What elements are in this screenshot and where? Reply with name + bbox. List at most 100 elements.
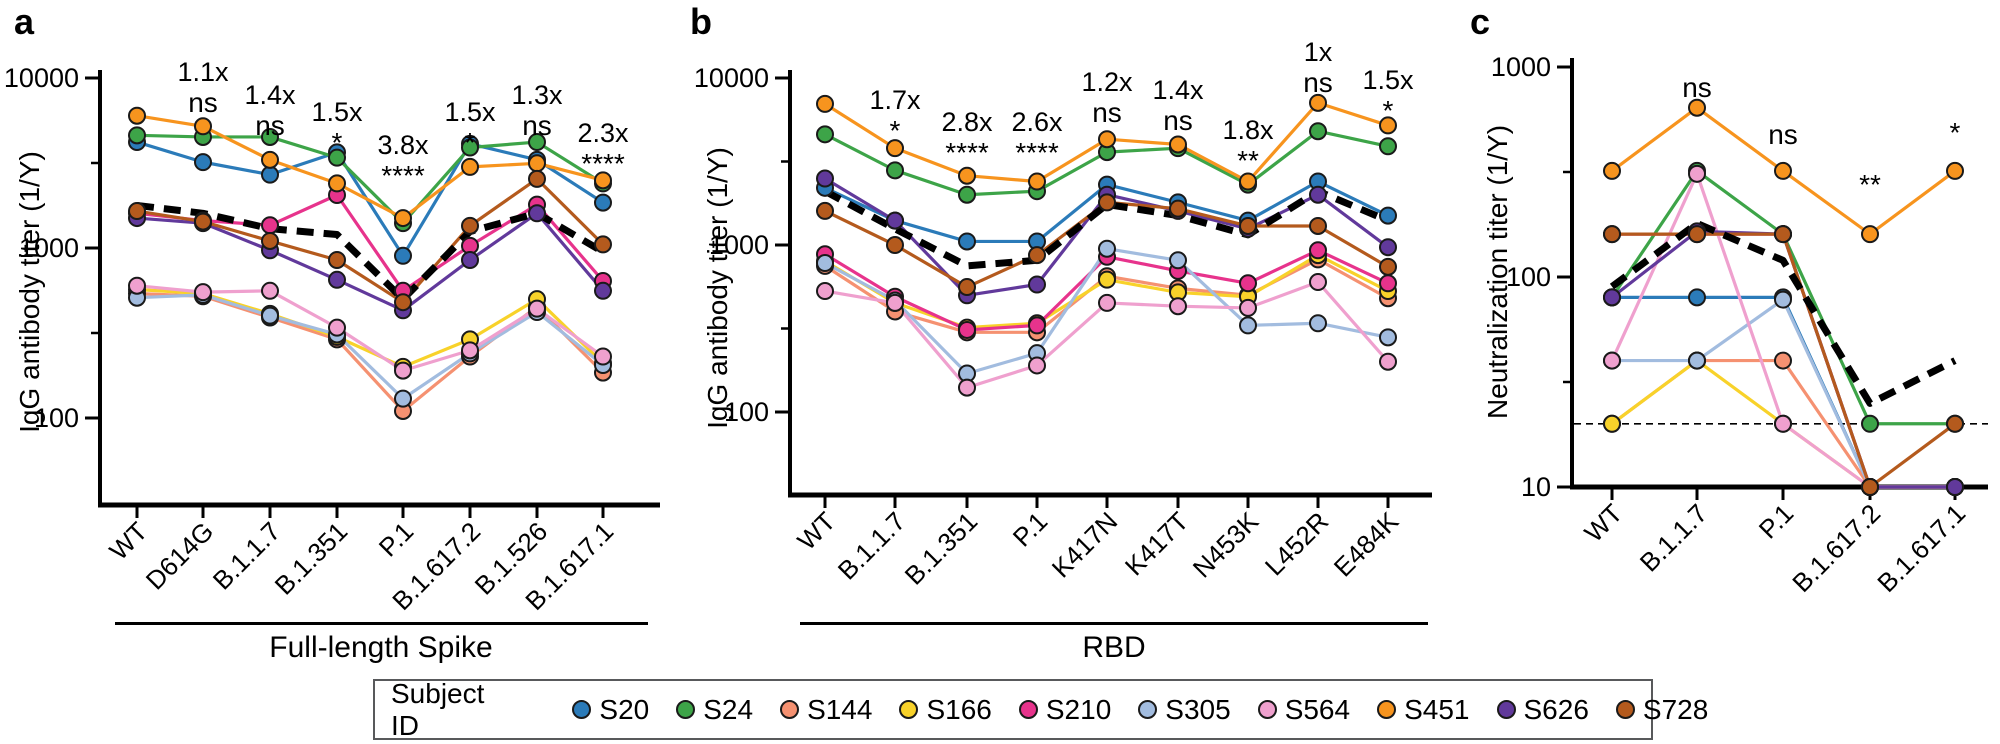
panel-b-point-S564-E484K <box>1379 352 1397 371</box>
panel-a-x-tick-label: B.1.351 <box>269 516 354 601</box>
panel-b-x-tick-label: B.1.351 <box>899 506 984 591</box>
panel-a-annotation-fold: 1.4x <box>244 80 296 110</box>
panel-b-point-S305-N453K <box>1239 316 1257 335</box>
panel-b-annotation-significance: * <box>890 115 901 146</box>
panel-b-y-tick-label: 1000 <box>709 230 769 260</box>
panel-b-annotation-significance: ns <box>1163 105 1193 136</box>
panel-a-point-S728-D614G <box>194 212 212 231</box>
panel-b-point-S305-L452R <box>1309 314 1327 333</box>
panel-a-annotation-fold: 1.5x <box>311 97 363 127</box>
panel-b-y-tick-label: 10000 <box>694 63 769 93</box>
legend-dot-S210 <box>1018 700 1038 719</box>
panel-b-annotation-fold: 2.6x <box>1011 107 1063 137</box>
panel-b-point-S451-P.1 <box>1028 172 1046 191</box>
panel-a-annotation-fold: 2.3x <box>577 118 629 148</box>
panel-b-group-underline <box>800 622 1428 625</box>
panel-a-point-S626-B.1.351 <box>328 270 346 289</box>
panel-b-point-S210-B.1.351 <box>958 320 976 339</box>
panel-c-x-tick-label: P.1 <box>1753 498 1799 544</box>
panel-a-point-S451-P.1 <box>394 209 412 228</box>
panel-c-series-line-S20 <box>1610 295 1957 489</box>
panel-a-point-S20-P.1 <box>394 246 412 265</box>
legend-item-S451: S451 <box>1377 694 1470 726</box>
panel-c-x-tick-label: B.1.617.2 <box>1786 498 1886 598</box>
panel-b-point-S451-N453K <box>1239 172 1257 191</box>
panel-a-point-S564-B.1.617.1 <box>594 347 612 366</box>
panel-a-point-S24-B.1.351 <box>328 148 346 167</box>
panel-a-series-line-S210 <box>135 193 605 293</box>
panel-a-x-tick-label: D614G <box>140 516 219 595</box>
panel-b-point-S564-P.1 <box>1028 356 1046 375</box>
panel-a-annotation-significance: **** <box>581 148 625 179</box>
panel-a-series-line-S728 <box>135 177 605 304</box>
panel-a-point-S24-B.1.526 <box>528 133 546 152</box>
panel-b-x-tick-label: B.1.1.7 <box>832 506 911 585</box>
panel-b-point-S564-L452R <box>1309 273 1327 292</box>
panel-a-point-S728-B.1.617.2 <box>461 216 479 235</box>
panel-a-group-label: Full-length Spike <box>269 631 493 664</box>
panel-a-point-S564-B.1.351 <box>328 318 346 337</box>
legend-label: S166 <box>926 693 992 725</box>
panel-a-point-S210-B.1.1.7 <box>261 216 279 235</box>
panel-b-point-S24-E484K <box>1379 137 1397 156</box>
panel-c-y-tick-label: 1000 <box>1491 52 1551 82</box>
panel-c-point-S305-P.1 <box>1774 290 1792 309</box>
panel-b-annotation-fold: 1.4x <box>1152 75 1204 105</box>
panel-b-point-S210-P.1 <box>1028 316 1046 335</box>
panel-b-letter: b <box>690 1 712 42</box>
panel-b-point-S626-P.1 <box>1028 275 1046 294</box>
panel-b-annotation-significance: * <box>1383 95 1394 126</box>
panel-c-point-S626-B.1.617.1 <box>1946 478 1964 496</box>
panel-a-annotation-fold: 1.5x <box>444 97 496 127</box>
panel-a-series-line-S20 <box>135 140 605 258</box>
panel-b-point-S728-WT <box>816 201 834 220</box>
panel-b-point-S728-K417T <box>1169 199 1187 218</box>
legend-item-S20: S20 <box>572 694 649 726</box>
panel-b-x-tick-label: E484K <box>1328 506 1405 583</box>
panel-b-point-S728-B.1.1.7 <box>886 236 904 254</box>
panel-c-y-tick-label: 100 <box>1506 262 1551 292</box>
panel-b-y-tick-label: 100 <box>724 397 769 427</box>
panel-c-point-S728-B.1.1.7 <box>1688 225 1706 244</box>
panel-b-annotation-fold: 1.8x <box>1222 115 1274 145</box>
panel-b-annotation-fold: 1.2x <box>1081 67 1133 97</box>
panel-b-point-S24-B.1.351 <box>958 185 976 204</box>
panel-c-annotation-significance: ns <box>1768 119 1798 150</box>
legend-label: S210 <box>1045 693 1112 725</box>
panel-a-point-S728-WT <box>128 202 146 221</box>
legend-label: S24 <box>703 693 754 725</box>
panel-a-series-line-S451 <box>135 114 605 220</box>
panel-b-point-S24-L452R <box>1309 122 1327 141</box>
panel-a-y-tick-label: 1000 <box>19 233 79 263</box>
panel-a-point-S626-B.1.617.2 <box>461 250 479 269</box>
panel-b-point-S626-L452R <box>1309 185 1327 204</box>
panel-b-annotation-fold: 1x <box>1304 37 1333 67</box>
panel-c-letter: c <box>1470 1 1491 42</box>
panel-a-point-S728-B.1.617.1 <box>594 235 612 254</box>
panel-a-annotation-fold: 1.1x <box>177 57 229 87</box>
legend-dot-S305 <box>1138 700 1158 719</box>
panel-a-annotation-significance: ns <box>188 87 218 118</box>
panel-a-mean-line <box>136 201 605 303</box>
panel-c-point-S451-WT <box>1603 161 1621 180</box>
panel-a-point-S564-D614G <box>194 283 212 302</box>
panel-a-point-S451-D614G <box>194 117 212 136</box>
panel-b-point-S305-K417N <box>1098 239 1116 258</box>
panel-b-point-S305-K417T <box>1169 251 1187 270</box>
panel-b-annotation-significance: ns <box>1092 97 1122 128</box>
panel-b-x-tick-label: K417N <box>1046 506 1123 583</box>
legend-item-S626: S626 <box>1496 694 1589 726</box>
legend-item-S564: S564 <box>1257 694 1350 726</box>
panel-a-point-S728-P.1 <box>394 293 412 312</box>
panel-a-x-tick-label: P.1 <box>373 516 419 562</box>
panel-c-annotation-significance: ** <box>1859 169 1881 200</box>
panel-b-point-S728-L452R <box>1309 216 1327 235</box>
panel-c-annotation-significance: ns <box>1682 72 1712 103</box>
panel-b-x-tick-label: WT <box>791 506 841 556</box>
panel-b-point-S564-K417N <box>1098 293 1116 312</box>
panel-a-x-tick-label: WT <box>103 516 153 566</box>
panel-c-point-S626-WT <box>1603 288 1621 307</box>
panel-a-point-S564-B.1.1.7 <box>261 281 279 300</box>
panel-c-point-S564-P.1 <box>1774 414 1792 433</box>
